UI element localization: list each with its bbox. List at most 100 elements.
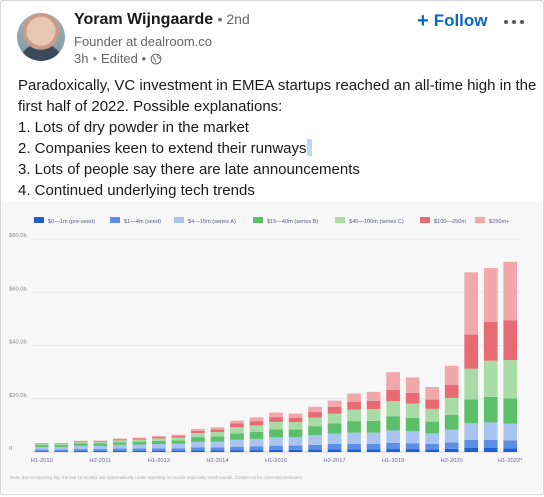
bar-segment xyxy=(328,424,342,434)
bar-segment xyxy=(191,450,205,452)
bar-segment xyxy=(289,422,303,429)
bar-segment xyxy=(191,442,205,448)
legend-label: $1—4m (seed) xyxy=(124,219,161,225)
bar-segment xyxy=(152,436,166,437)
bar-segment xyxy=(484,397,498,423)
bar-segment xyxy=(54,443,68,444)
bar-segment xyxy=(406,431,420,443)
bar-segment xyxy=(445,398,459,415)
bar-segment xyxy=(230,433,244,439)
bar-segment xyxy=(191,429,205,431)
bar-segment xyxy=(133,438,147,439)
author-name[interactable]: Yoram Wijngaarde xyxy=(74,11,213,28)
post-line: 2. Companies keen to extend their runway… xyxy=(18,140,307,157)
bar-segment xyxy=(425,444,439,449)
legend-swatch xyxy=(110,217,120,223)
bar-segment xyxy=(464,448,478,452)
bar-segment xyxy=(113,451,127,452)
bar-segment xyxy=(152,444,166,448)
bar-segment xyxy=(269,450,283,452)
bar-segment xyxy=(152,437,166,438)
bar-segment xyxy=(74,442,88,443)
bar-segment xyxy=(425,400,439,409)
bar-segment xyxy=(328,407,342,414)
bar-segment xyxy=(484,322,498,361)
x-tick-label: H2-2011 xyxy=(89,458,111,464)
bar-segment xyxy=(269,429,283,437)
bar-segment xyxy=(93,442,107,444)
more-horizontal-icon[interactable] xyxy=(503,19,525,25)
author-avatar[interactable] xyxy=(17,13,65,61)
bar-segment xyxy=(230,440,244,447)
chart-footnote: Note: due to reporting lag, the last 12 … xyxy=(10,475,303,480)
bar-segment xyxy=(113,442,127,445)
bar-segment xyxy=(328,401,342,407)
bar-segment xyxy=(406,418,420,431)
author-name-row[interactable]: Yoram Wijngaarde • 2nd xyxy=(74,11,250,29)
bar-segment xyxy=(269,417,283,422)
bar-segment xyxy=(464,399,478,423)
bar-segment xyxy=(425,449,439,452)
legend-label: $250m+ xyxy=(489,219,509,225)
bar-segment xyxy=(133,442,147,445)
bar-segment xyxy=(386,430,400,443)
bar-segment xyxy=(230,450,244,452)
bar-segment xyxy=(211,450,225,452)
bar-segment xyxy=(406,443,420,449)
bar-segment xyxy=(191,431,205,433)
follow-label: Follow xyxy=(434,11,488,31)
stacked-bar-chart: $0—1m (pre-seed)$1—4m (seed)$4—15m (seri… xyxy=(2,202,542,492)
bar-segment xyxy=(464,440,478,448)
bar-segment xyxy=(250,432,264,439)
bar-segment xyxy=(406,393,420,404)
bar-segment xyxy=(152,441,166,444)
bar-segment xyxy=(35,443,49,444)
bar-segment xyxy=(347,444,361,450)
bar-segment xyxy=(484,361,498,397)
bar-segment xyxy=(503,398,517,423)
bar-segment xyxy=(113,449,127,451)
legend-label: $40—100m (series C) xyxy=(349,219,404,225)
bar-segment xyxy=(425,433,439,444)
bar-segment xyxy=(308,435,322,445)
bar-segment xyxy=(503,320,517,360)
bar-segment xyxy=(308,426,322,435)
legend-label: $0—1m (pre-seed) xyxy=(48,219,95,225)
bar-segment xyxy=(113,445,127,449)
bar-segment xyxy=(113,440,127,442)
connection-degree: • 2nd xyxy=(218,11,250,27)
bar-segment xyxy=(93,441,107,442)
bar-segment xyxy=(367,401,381,409)
bar-segment xyxy=(367,392,381,401)
bar-segment xyxy=(133,445,147,449)
bar-segment xyxy=(308,445,322,450)
bar-segment xyxy=(133,451,147,452)
bar-segment xyxy=(191,447,205,450)
legend-swatch xyxy=(335,217,345,223)
bar-segment xyxy=(35,444,49,445)
bar-segment xyxy=(191,437,205,442)
bar-segment xyxy=(347,410,361,421)
bar-segment xyxy=(250,417,264,421)
bar-segment xyxy=(74,441,88,442)
bar-segment xyxy=(503,360,517,398)
bar-segment xyxy=(328,444,342,449)
follow-button[interactable]: + Follow xyxy=(417,11,488,31)
bar-segment xyxy=(211,442,225,448)
bar-segment xyxy=(133,439,147,441)
bar-segment xyxy=(347,393,361,401)
bar-segment xyxy=(445,430,459,443)
bar-segment xyxy=(328,449,342,452)
bar-segment xyxy=(269,422,283,429)
bar-segment xyxy=(484,422,498,439)
bar-segment xyxy=(464,335,478,369)
bar-segment xyxy=(74,443,88,445)
bar-segment xyxy=(172,440,186,443)
bar-segment xyxy=(386,401,400,416)
bar-segment xyxy=(172,435,186,436)
y-tick-label: 0 xyxy=(9,446,12,452)
bar-segment xyxy=(211,429,225,432)
chart-image[interactable]: $0—1m (pre-seed)$1—4m (seed)$4—15m (seri… xyxy=(2,202,542,492)
bar-segment xyxy=(347,433,361,444)
bar-segment xyxy=(386,449,400,452)
